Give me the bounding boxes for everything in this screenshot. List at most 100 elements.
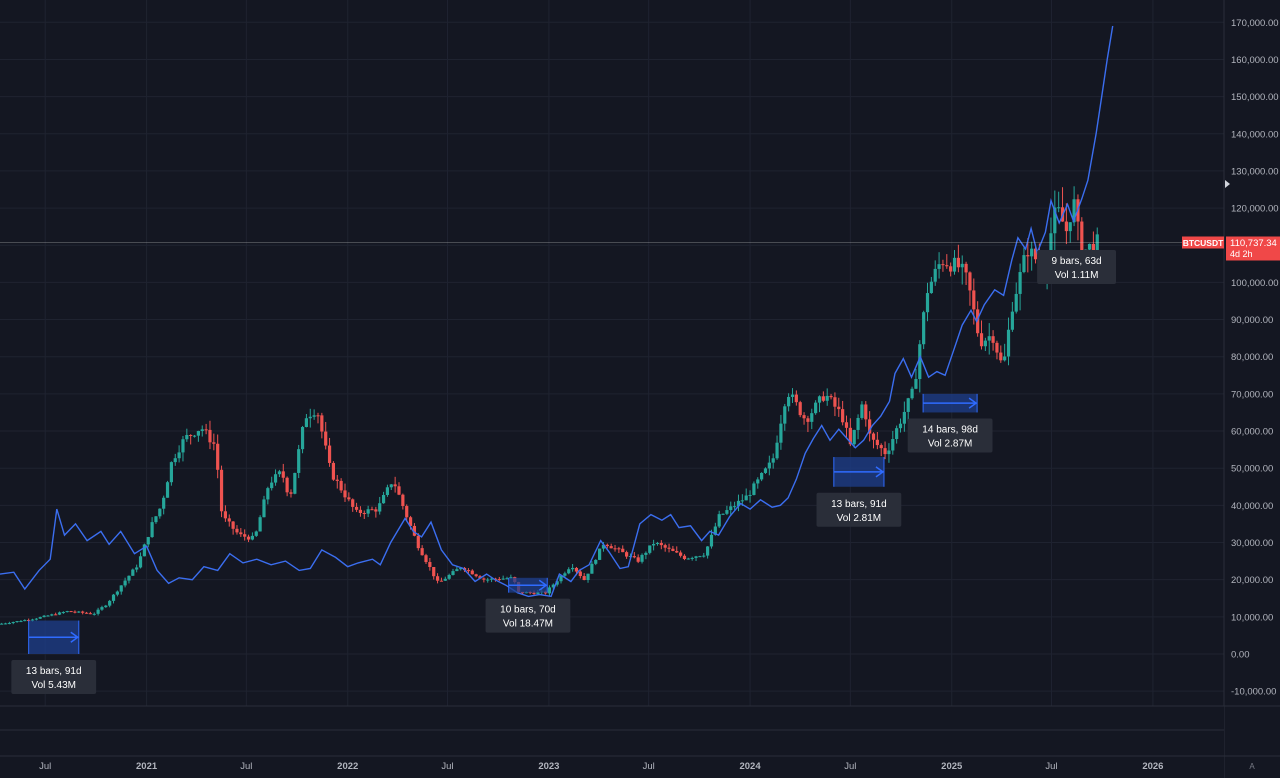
candle[interactable] [351,498,355,512]
candle[interactable] [1006,317,1011,366]
measurement[interactable]: 13 bars, 91d Vol 5.43M [11,620,97,694]
candlestick-series[interactable] [0,186,1099,625]
candle[interactable] [185,428,189,442]
candle[interactable] [756,477,760,489]
candle[interactable] [640,553,644,564]
candle[interactable] [42,614,46,618]
candle[interactable] [300,425,305,454]
candle[interactable] [960,255,964,285]
measurement[interactable]: 13 bars, 91d Vol 2.81M [816,457,902,527]
candle[interactable] [806,415,810,433]
candle[interactable] [1010,301,1014,332]
candle[interactable] [50,613,54,617]
candle[interactable] [702,552,706,558]
candle[interactable] [115,590,119,597]
candle[interactable] [173,453,177,466]
candle[interactable] [146,536,150,548]
candle[interactable] [304,414,309,428]
candle[interactable] [470,569,474,575]
candle[interactable] [482,577,486,583]
candle[interactable] [142,543,146,557]
candle[interactable] [941,259,945,272]
candle[interactable] [212,433,216,451]
candle[interactable] [999,345,1003,363]
measurement-tools[interactable]: 13 bars, 91d Vol 5.43M 10 bars, 70d Vol 18.… [11,250,1117,694]
candle[interactable] [1064,203,1068,245]
candle[interactable] [748,490,752,503]
candle[interactable] [929,276,933,294]
candle[interactable] [412,523,417,537]
candle[interactable] [424,553,428,564]
candle[interactable] [96,607,100,616]
candle[interactable] [254,530,258,537]
candle[interactable] [721,513,725,515]
candle[interactable] [1003,343,1007,362]
candle[interactable] [435,573,440,584]
candle[interactable] [281,463,285,483]
candle[interactable] [979,320,984,350]
candle[interactable] [698,555,702,558]
candle[interactable] [420,545,424,556]
candle[interactable] [868,411,872,442]
candle[interactable] [262,495,266,518]
candle[interactable] [73,610,77,614]
candle[interactable] [46,614,50,617]
candle[interactable] [771,453,775,469]
candle[interactable] [208,420,212,450]
candle[interactable] [636,554,640,564]
candle[interactable] [810,408,814,430]
candle[interactable] [709,529,714,549]
candle[interactable] [405,504,409,521]
candle[interactable] [474,573,478,578]
candle[interactable] [1057,191,1061,213]
candle[interactable] [779,414,783,450]
candle[interactable] [69,610,73,613]
measurement[interactable]: 14 bars, 98d Vol 2.87M [907,393,993,453]
candle[interactable] [250,532,255,541]
candle[interactable] [416,533,420,551]
candle[interactable] [895,425,899,444]
candle[interactable] [389,483,393,491]
candle[interactable] [38,616,42,619]
candle[interactable] [181,435,185,462]
candle[interactable] [547,585,552,596]
candle[interactable] [1014,282,1018,314]
candle[interactable] [505,576,509,580]
candle[interactable] [613,544,617,552]
candle[interactable] [65,610,69,613]
candle[interactable] [289,489,293,498]
candle[interactable] [937,252,941,279]
candle[interactable] [343,483,347,502]
candle[interactable] [563,571,567,578]
candle[interactable] [119,585,123,595]
candle[interactable] [586,573,590,583]
candle[interactable] [1068,222,1072,243]
candle[interactable] [397,482,401,496]
candle[interactable] [192,434,197,438]
candle[interactable] [19,620,23,623]
candle[interactable] [783,403,787,431]
candle[interactable] [933,260,937,286]
candle[interactable] [497,576,501,581]
candle[interactable] [922,310,926,350]
candle[interactable] [1022,247,1026,274]
candle[interactable] [293,472,297,495]
candle[interactable] [879,443,883,457]
candle[interactable] [204,423,208,435]
candle[interactable] [320,412,324,439]
candle[interactable] [285,476,289,497]
candle[interactable] [177,445,181,463]
candle[interactable] [123,577,127,588]
candle[interactable] [270,476,274,491]
candle[interactable] [902,401,906,432]
candle[interactable] [308,408,312,428]
candle[interactable] [952,250,957,275]
candle[interactable] [667,543,671,553]
candle[interactable] [451,568,455,576]
candle[interactable] [219,465,224,518]
candle[interactable] [154,515,158,524]
candle[interactable] [841,400,845,426]
candle[interactable] [273,469,278,486]
candle[interactable] [362,510,366,519]
candle[interactable] [987,323,991,355]
